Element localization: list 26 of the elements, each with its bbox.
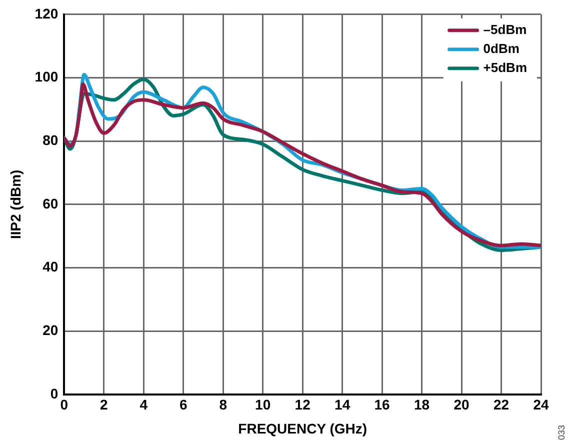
- x-tick-label: 8: [219, 396, 228, 413]
- x-tick-label: 4: [140, 396, 148, 413]
- x-tick-label: 14: [334, 396, 350, 413]
- text: 033: [556, 424, 566, 440]
- y-tick-label: 80: [42, 132, 58, 148]
- x-tick-label: 12: [294, 396, 311, 413]
- x-axis-title: FREQUENCY (GHz): [238, 420, 368, 436]
- x-tick-label: 10: [255, 396, 271, 413]
- x-tick-label: 24: [533, 396, 549, 413]
- y-tick-label: 60: [42, 195, 58, 212]
- x-tick-label: 0: [60, 396, 68, 413]
- x-tick-label: 16: [374, 396, 390, 413]
- y-axis-title: IIP2 (dBm): [7, 170, 24, 240]
- legend-label: –5dBm: [483, 22, 527, 37]
- x-tick-label: 20: [454, 396, 470, 413]
- x-tick-label: 18: [414, 396, 430, 413]
- x-tick-label: 2: [100, 396, 108, 413]
- y-tick-label: 0: [50, 385, 58, 402]
- x-tick-label: 22: [493, 396, 510, 413]
- x-tick-label: 6: [179, 396, 188, 413]
- y-tick-label: 120: [34, 5, 58, 22]
- y-tick-label: 40: [42, 258, 58, 275]
- y-tick-label: 20: [42, 322, 58, 338]
- legend-label: 0dBm: [483, 40, 520, 56]
- y-tick-label: 100: [34, 68, 58, 85]
- legend-label: +5dBm: [483, 60, 528, 75]
